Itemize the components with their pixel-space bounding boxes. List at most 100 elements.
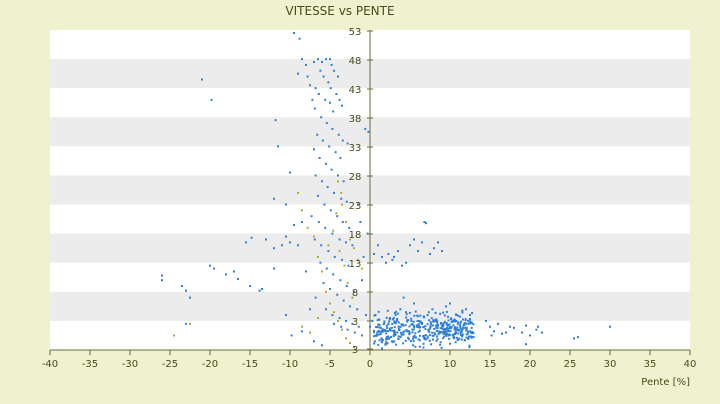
data-point — [309, 84, 311, 87]
data-point — [378, 324, 381, 327]
data-point — [301, 58, 303, 61]
data-point — [401, 323, 404, 326]
data-point — [525, 343, 527, 346]
data-point — [310, 215, 313, 218]
data-point — [450, 321, 453, 324]
y-tick-label: 23 — [349, 201, 362, 212]
data-point — [489, 325, 491, 328]
data-point — [454, 313, 457, 316]
data-point — [419, 321, 422, 324]
data-point — [342, 299, 345, 302]
data-point — [447, 315, 450, 318]
data-point — [435, 329, 438, 332]
data-point — [381, 328, 384, 331]
data-point — [445, 326, 448, 329]
data-point — [393, 329, 396, 332]
data-point — [385, 316, 388, 319]
data-point — [341, 221, 344, 223]
data-point — [369, 325, 371, 328]
data-point — [449, 302, 451, 305]
data-point — [345, 337, 347, 340]
data-point — [468, 346, 471, 349]
x-tick-label: -10 — [282, 359, 298, 370]
data-point — [450, 326, 453, 329]
data-point — [285, 235, 287, 238]
data-point — [465, 326, 468, 329]
x-tick-label: -30 — [122, 359, 138, 370]
data-point — [394, 322, 397, 325]
y-tick-label: 3 — [352, 317, 358, 328]
data-point — [448, 327, 451, 330]
x-tick-label: 40 — [684, 359, 697, 370]
data-point — [417, 330, 420, 333]
data-point — [397, 250, 399, 253]
data-point — [161, 279, 163, 282]
data-point — [463, 322, 466, 325]
data-point — [469, 320, 472, 323]
data-point — [397, 325, 400, 328]
data-point — [436, 320, 439, 323]
data-point — [447, 324, 450, 327]
data-point — [443, 314, 446, 317]
data-point — [362, 255, 365, 258]
data-point — [465, 308, 467, 311]
data-point — [406, 330, 409, 333]
data-point — [298, 37, 301, 40]
data-point — [406, 320, 409, 323]
data-point — [465, 322, 468, 325]
data-point — [329, 101, 331, 104]
data-point — [346, 282, 349, 285]
data-point — [392, 317, 395, 320]
data-point — [456, 314, 459, 317]
data-point — [413, 336, 416, 339]
data-point — [361, 267, 363, 270]
data-point — [181, 285, 183, 287]
data-point — [393, 320, 396, 323]
data-point — [397, 327, 400, 330]
data-point — [418, 319, 421, 322]
data-point — [318, 157, 321, 159]
data-point — [395, 310, 398, 313]
x-tick-label: 0 — [367, 359, 373, 370]
data-point — [418, 324, 421, 327]
data-point — [427, 311, 430, 314]
data-point — [399, 308, 402, 311]
data-point — [513, 326, 515, 329]
y-tick-label: 18 — [349, 230, 362, 241]
data-point — [353, 346, 355, 349]
data-point — [305, 63, 307, 66]
data-point — [451, 334, 454, 337]
data-point — [349, 342, 351, 345]
data-point — [336, 215, 339, 218]
data-point — [459, 327, 462, 330]
x-tick-label: -5 — [325, 359, 335, 370]
data-point — [464, 326, 467, 329]
data-point — [432, 338, 435, 341]
data-point — [301, 325, 303, 328]
data-point — [417, 326, 420, 329]
data-point — [341, 328, 343, 331]
data-point — [460, 338, 463, 341]
data-point — [277, 145, 279, 148]
data-point — [404, 339, 407, 342]
data-point — [467, 322, 470, 325]
data-point — [609, 325, 611, 328]
data-point — [437, 333, 440, 336]
data-point — [345, 319, 347, 322]
data-point — [429, 321, 432, 324]
data-point — [470, 331, 473, 334]
data-point — [433, 331, 436, 334]
data-point — [461, 311, 464, 314]
data-point — [395, 343, 398, 346]
data-point — [377, 329, 380, 332]
data-point — [414, 332, 417, 335]
data-point — [332, 273, 335, 276]
data-point — [411, 337, 414, 340]
data-point — [459, 334, 462, 337]
data-point — [258, 289, 261, 292]
data-point — [337, 75, 339, 78]
data-point — [425, 222, 427, 225]
data-point — [326, 186, 329, 189]
data-point — [537, 325, 539, 328]
